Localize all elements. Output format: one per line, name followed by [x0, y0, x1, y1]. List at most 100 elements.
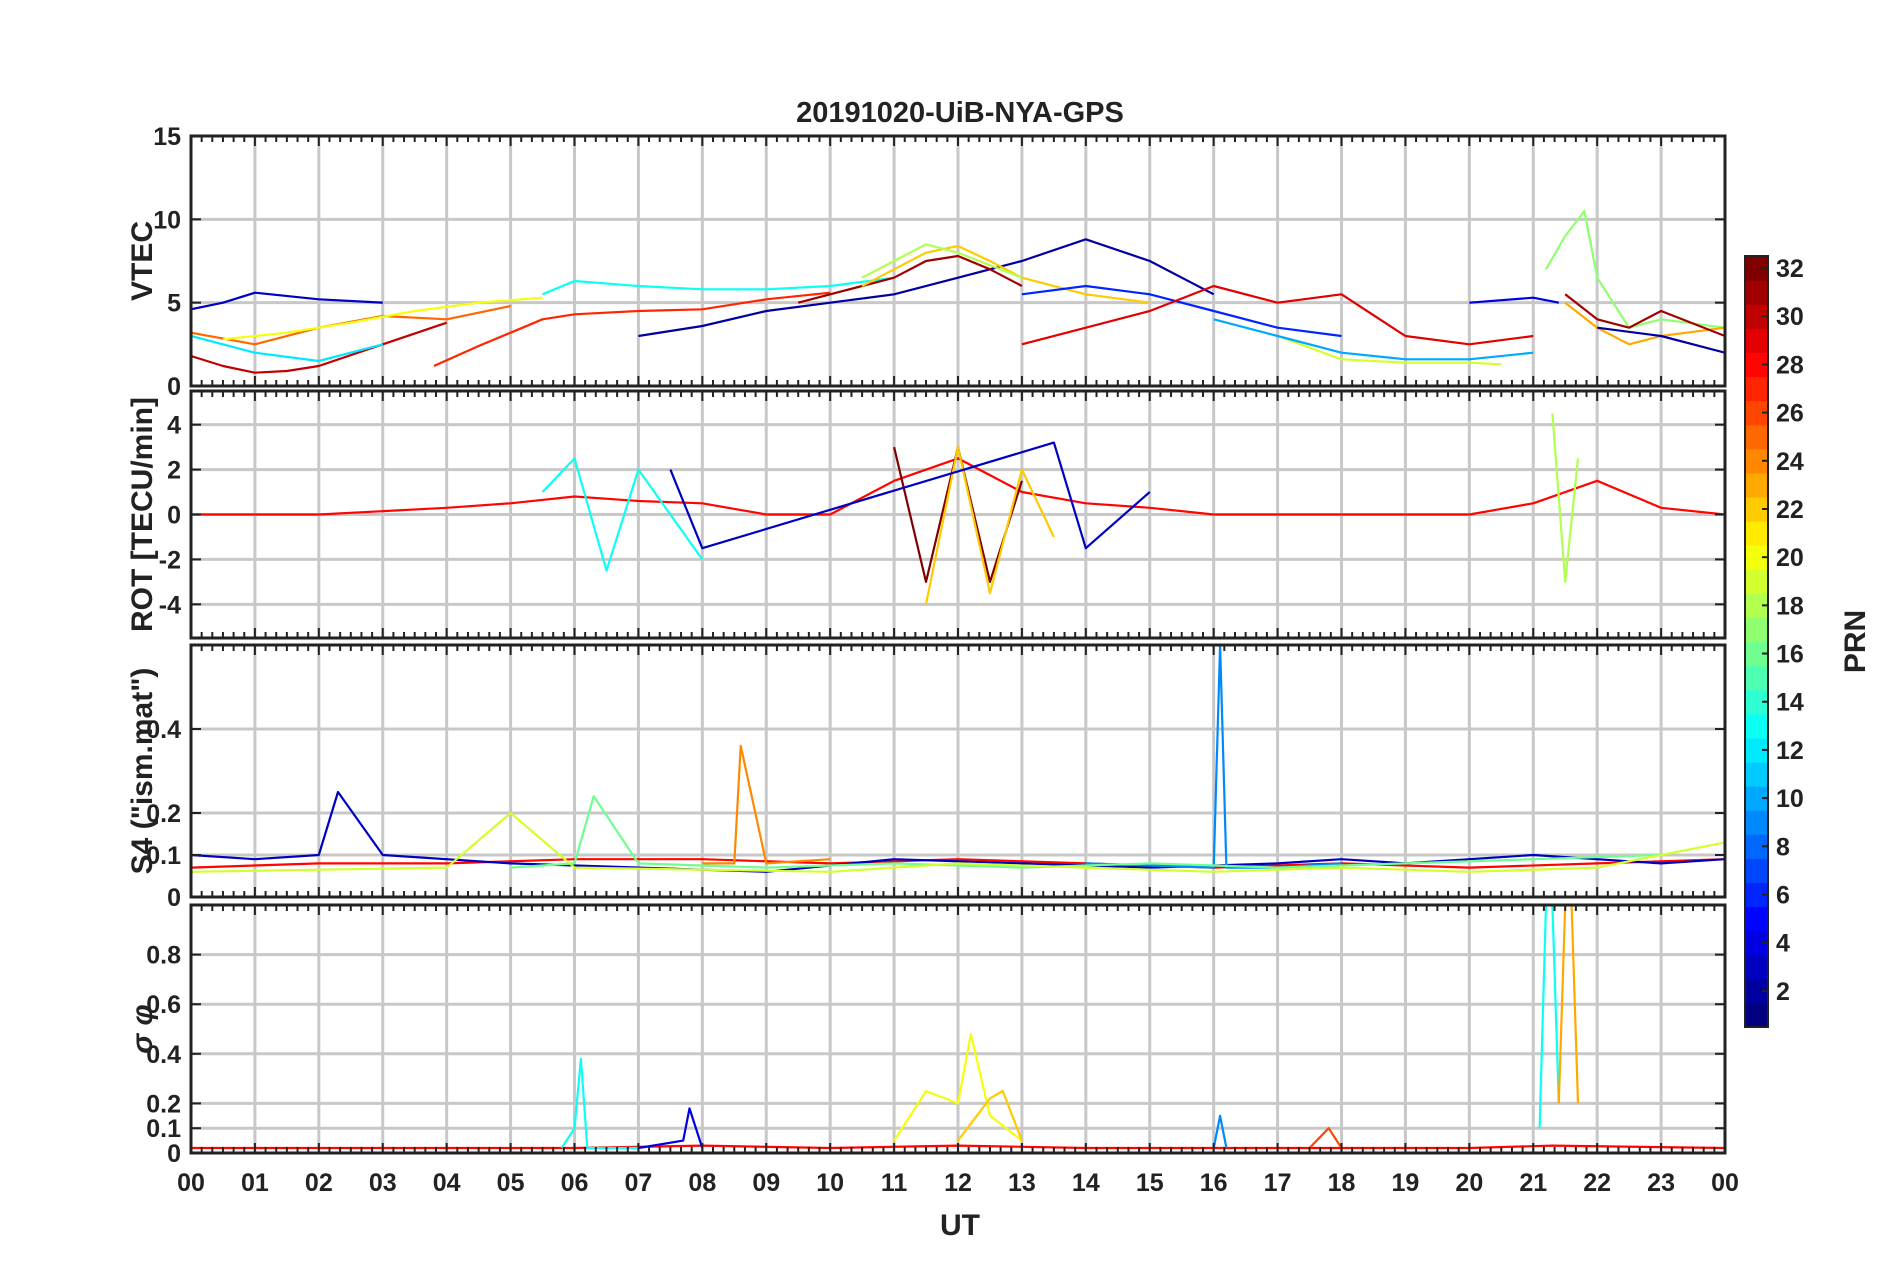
series-line-prn-4 — [1469, 296, 1560, 304]
x-tick-label: 10 — [816, 1169, 844, 1197]
series-line-prn-18 — [1551, 413, 1580, 584]
colorbar-segment — [1745, 689, 1768, 715]
y-tick-label: 0.8 — [146, 942, 181, 970]
colorbar-segment — [1745, 641, 1768, 667]
x-tick-label: 19 — [1392, 1169, 1420, 1197]
colorbar-segment — [1745, 713, 1768, 739]
series-line-prn-13 — [1538, 905, 1560, 1129]
x-tick-label: 00 — [1711, 1169, 1739, 1197]
x-tick-label: 03 — [369, 1169, 397, 1197]
colorbar-tick-label: 18 — [1776, 592, 1804, 620]
colorbar-segment — [1745, 545, 1768, 570]
series-line-prn-26 — [1308, 1127, 1343, 1149]
x-tick-label: 16 — [1200, 1169, 1228, 1197]
series-line-prn-10 — [1213, 318, 1534, 361]
panel-rot: -4 -2 0 2 4 ROT [TECU/min] — [126, 389, 1727, 640]
colorbar-tick-label: 24 — [1776, 448, 1804, 476]
y-tick-label: 0.1 — [146, 1115, 181, 1143]
colorbar-segment — [1745, 930, 1768, 956]
series-line-prn-17 — [1545, 209, 1725, 329]
panel-sigma_phi: 00.10.2 0.4 0.6 0.8 σ φ — [126, 903, 1727, 1168]
y-tick-label: 0 — [167, 373, 181, 401]
y-axis-label: σ φ — [126, 1004, 159, 1053]
y-tick-label: 4 — [167, 412, 181, 440]
colorbar-segment — [1745, 376, 1768, 402]
series-line-prn-31 — [797, 254, 1023, 304]
colorbar-segment — [1745, 858, 1768, 884]
colorbar-tick-label: 16 — [1776, 641, 1804, 669]
y-tick-label: 0.1 — [146, 842, 181, 870]
colorbar-segment — [1745, 569, 1768, 594]
series-line-prn-31 — [1564, 293, 1725, 338]
y-tick-label: 0.6 — [146, 991, 181, 1019]
y-tick-label: 10 — [153, 206, 181, 234]
colorbar-tick-label: 30 — [1776, 303, 1804, 331]
x-tick-label: 18 — [1328, 1169, 1356, 1197]
x-tick-label: 06 — [561, 1169, 589, 1197]
colorbar-segment — [1745, 786, 1768, 811]
y-axis-label: VTEC — [126, 221, 159, 301]
colorbar-segment — [1745, 761, 1768, 787]
colorbar-segment — [1745, 304, 1768, 329]
x-tick-label: 14 — [1072, 1169, 1100, 1197]
x-tick-label: 13 — [1008, 1169, 1036, 1197]
x-tick-label: 21 — [1519, 1169, 1547, 1197]
colorbar-segment — [1745, 496, 1768, 522]
colorbar-tick-label: 20 — [1776, 544, 1804, 572]
colorbar-segment — [1745, 737, 1768, 763]
colorbar-segment — [1745, 472, 1768, 498]
y-tick-label: 0 — [167, 502, 181, 530]
x-tick-label: 09 — [752, 1169, 780, 1197]
colorbar-segment — [1745, 593, 1768, 619]
colorbar-tick-label: 14 — [1776, 689, 1804, 717]
series-line-prn-22 — [861, 244, 1150, 304]
colorbar-tick-label: 28 — [1776, 351, 1804, 379]
y-tick-label: -4 — [159, 591, 181, 619]
colorbar-segment — [1745, 882, 1768, 908]
series-line-prn-4 — [638, 1107, 704, 1150]
series-line-prn-6 — [1021, 284, 1342, 338]
colorbar-segment — [1745, 810, 1768, 835]
colorbar-tick-label: 2 — [1776, 978, 1790, 1006]
y-tick-label: 15 — [153, 123, 181, 151]
colorbar-tick-label: 12 — [1776, 737, 1804, 765]
colorbar-segment — [1745, 954, 1768, 980]
series-line-prn-19 — [191, 811, 1725, 873]
x-tick-label: 08 — [688, 1169, 716, 1197]
series-line-prn-28 — [191, 457, 1725, 516]
series-line-prn-13 — [542, 276, 895, 296]
colorbar-tick-label: 26 — [1776, 400, 1804, 428]
y-axis-label: S4 ("ism.mat") — [126, 668, 159, 875]
colorbar-segment — [1745, 834, 1768, 859]
colorbar-tick-label: 4 — [1776, 930, 1790, 958]
series-line-prn-20 — [222, 296, 543, 341]
series-line-prn-20 — [893, 1032, 1023, 1142]
series-line-prn-13 — [541, 457, 704, 572]
colorbar-segment — [1745, 978, 1768, 1004]
series-line-prn-28 — [191, 858, 1725, 869]
colorbar-segment — [1745, 448, 1768, 474]
x-tick-label: 11 — [881, 1169, 908, 1197]
y-tick-label: 0.4 — [146, 716, 181, 744]
x-tick-label: 05 — [497, 1169, 525, 1197]
colorbar-segment — [1745, 256, 1768, 281]
colorbar-segment — [1745, 617, 1768, 643]
x-tick-label: 20 — [1455, 1169, 1483, 1197]
panel-s4: 0 0.1 0.2 0.4S4 ("ism.mat") — [126, 643, 1727, 912]
series-line-prn-3 — [669, 441, 1151, 550]
y-tick-label: 0 — [167, 884, 181, 912]
series-line-prn-29 — [1021, 284, 1534, 346]
x-tick-label: 07 — [625, 1169, 653, 1197]
series-line-prn-13 — [560, 1057, 639, 1150]
series-line-prn-18 — [861, 243, 1023, 279]
panel-vtec: 0 5 10 15 VTEC — [126, 123, 1727, 401]
series-line-prn-24 — [702, 744, 831, 865]
x-tick-label: 00 — [177, 1169, 205, 1197]
series-line-prn-23 — [1564, 301, 1725, 346]
y-tick-label: 0.2 — [146, 800, 181, 828]
y-tick-label: 2 — [167, 457, 181, 485]
x-tick-label: 15 — [1136, 1169, 1164, 1197]
colorbar-segment — [1745, 1002, 1768, 1028]
colorbar-label: PRN — [1839, 610, 1872, 673]
